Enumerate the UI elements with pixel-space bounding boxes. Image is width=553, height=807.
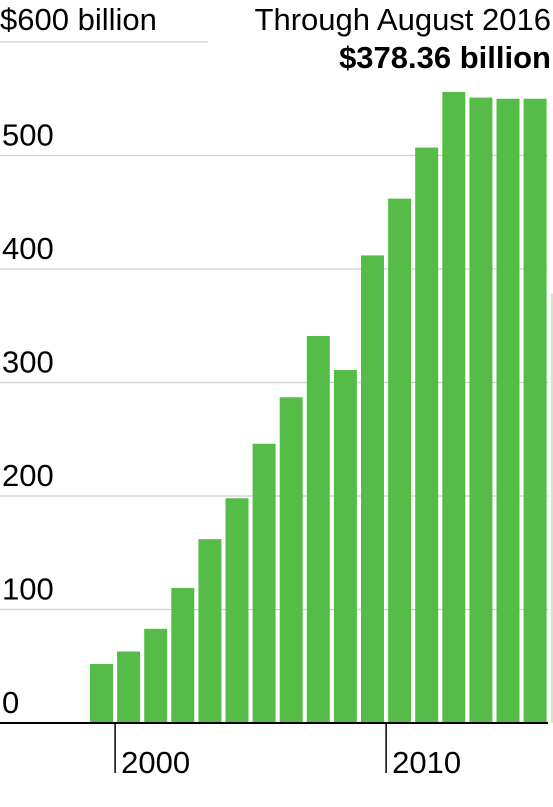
bar (361, 255, 384, 723)
y-axis-top-label: $600 billion (0, 2, 157, 37)
bars (90, 91, 553, 724)
y-tick-labels: 0 100 200 300 400 500 $600 billion (0, 2, 157, 720)
bar (252, 443, 276, 723)
bar (469, 97, 493, 724)
bar (496, 98, 520, 723)
bar (225, 498, 249, 723)
bar (117, 651, 141, 723)
y-tick-label: 100 (2, 572, 54, 607)
bar (415, 147, 439, 723)
bar (333, 370, 357, 723)
x-tick-label: 2000 (121, 745, 190, 780)
bar (306, 335, 330, 723)
bar (279, 397, 303, 723)
bar (144, 628, 168, 723)
x-ticks: 2000 2010 (114, 723, 461, 780)
x-tick-label: 2010 (392, 745, 461, 780)
annotation-value: $378.36 billion (339, 40, 551, 75)
bar (523, 98, 547, 723)
y-tick-label: 200 (2, 458, 54, 493)
bar (442, 91, 466, 723)
annotation-line-1: Through August 2016 (255, 2, 551, 37)
y-tick-label: 0 (2, 685, 19, 720)
bar (90, 663, 113, 723)
bar-partial-year (550, 293, 553, 723)
bar (198, 539, 222, 723)
bar (171, 587, 195, 723)
y-tick-label: 300 (2, 345, 54, 380)
y-tick-label: 500 (2, 118, 54, 153)
bar (388, 198, 412, 723)
y-tick-label: 400 (2, 231, 54, 266)
